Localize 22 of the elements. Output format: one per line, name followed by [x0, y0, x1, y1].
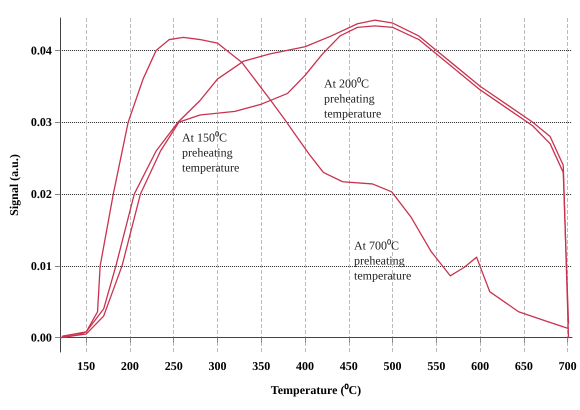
y-tick-label: 0.02: [30, 186, 52, 201]
x-tick-label: 400: [296, 359, 314, 373]
x-tick-label: 700: [558, 359, 577, 373]
x-tick-label: 600: [471, 359, 490, 373]
y-tick-label: 0.00: [30, 330, 52, 345]
x-tick-label: 200: [120, 359, 139, 373]
y-tick-label: 0.04: [30, 43, 52, 58]
x-tick-label: 500: [384, 359, 402, 373]
x-tick-label: 450: [340, 359, 358, 373]
x-axis-title: Temperature (⁰C): [270, 383, 362, 397]
x-tick-label: 550: [427, 359, 446, 373]
x-tick-label: 350: [252, 359, 270, 373]
x-tick-label: 300: [208, 359, 226, 373]
x-tick-label: 650: [514, 359, 533, 373]
annotation: At 700⁰C preheating temperature: [354, 238, 412, 282]
y-tick-label: 0.03: [30, 115, 52, 130]
annotation: At 150⁰C preheating temperature: [182, 130, 240, 174]
y-tick-label: 0.01: [30, 258, 52, 273]
x-tick-label: 150: [77, 359, 96, 373]
annotation: At 200⁰C preheating temperature: [324, 76, 382, 120]
x-tick-label: 250: [164, 359, 183, 373]
y-axis-title: Signal (a.u.): [7, 154, 21, 216]
